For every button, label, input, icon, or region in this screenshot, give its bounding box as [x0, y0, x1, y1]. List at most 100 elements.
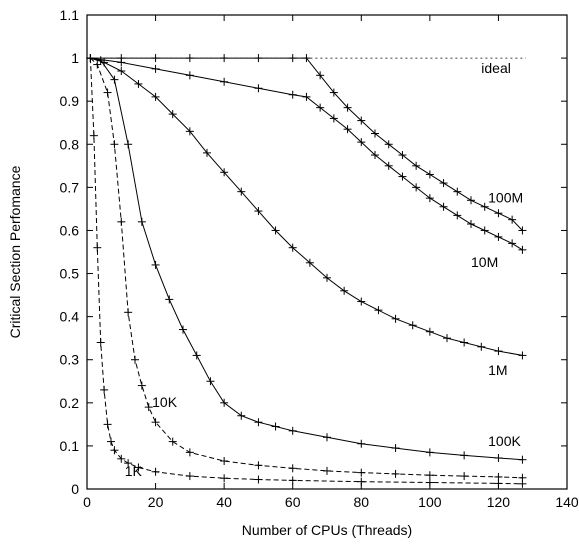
data-point-10m	[185, 71, 194, 80]
x-axis-label: Number of CPUs (Threads)	[242, 522, 412, 538]
y-tick-label: 1	[71, 50, 79, 66]
data-point-10m	[357, 138, 366, 147]
data-point-1k	[110, 446, 119, 455]
data-point-100m	[329, 88, 338, 97]
data-point-100m	[185, 54, 194, 63]
data-point-1k	[117, 454, 126, 463]
data-point-10k	[168, 437, 177, 446]
y-tick-label: 0.8	[60, 136, 80, 152]
series-label-1m: 1M	[488, 362, 507, 378]
data-point-10m	[302, 92, 311, 101]
data-point-100k	[179, 325, 187, 334]
series-line-1k	[89, 58, 523, 485]
data-point-1k	[86, 54, 95, 63]
series-label-1k: 1K	[125, 463, 143, 479]
data-point-10m	[254, 84, 263, 93]
data-point-100m	[412, 161, 421, 170]
data-point-1k	[96, 338, 105, 347]
data-point-1m	[305, 258, 314, 267]
x-tick-label: 140	[555, 494, 579, 510]
data-point-1k	[124, 459, 133, 468]
data-point-1m	[220, 168, 229, 177]
series-layer	[86, 54, 527, 488]
data-point-100m	[371, 129, 379, 138]
data-point-100m	[343, 103, 352, 112]
data-point-100k	[271, 422, 280, 431]
data-point-1m	[185, 127, 194, 136]
data-point-100k	[323, 433, 331, 442]
data-point-1m	[357, 297, 366, 306]
data-point-1k	[254, 475, 263, 484]
data-point-1m	[271, 226, 280, 235]
data-point-10k	[460, 472, 469, 481]
data-point-10k	[110, 140, 119, 149]
data-point-100k	[494, 453, 503, 462]
data-point-10k	[323, 466, 331, 475]
x-tick-label: 20	[148, 494, 164, 510]
data-point-1k	[494, 479, 503, 488]
data-point-1m	[117, 67, 126, 76]
data-point-10m	[117, 58, 126, 67]
data-point-10k	[391, 469, 400, 478]
data-point-1k	[518, 479, 527, 488]
y-tick-label: 0	[71, 481, 79, 497]
data-point-100m	[518, 226, 527, 235]
data-point-100m	[151, 54, 160, 63]
plot-frame	[86, 14, 568, 490]
x-tick-label: 120	[487, 494, 511, 510]
data-point-10k	[220, 456, 229, 465]
data-point-100m	[439, 179, 448, 188]
data-point-10k	[288, 464, 297, 473]
data-point-10m	[439, 202, 448, 211]
data-point-1k	[425, 478, 434, 487]
data-point-10m	[494, 232, 503, 241]
data-point-100m	[425, 170, 434, 179]
data-point-100k	[357, 439, 366, 448]
data-point-1m	[374, 306, 383, 315]
data-point-100m	[316, 71, 325, 80]
y-tick-label: 0.9	[60, 93, 80, 109]
data-point-1m	[408, 321, 417, 330]
data-point-100m	[288, 54, 297, 63]
y-tick-label: 0.4	[60, 309, 80, 325]
axis-ticks: 0 20 40 60 80 100 120 140 0 0.1 0.2 0.3 0.4 0.5 0.6 0.7…	[60, 7, 579, 510]
data-point-10m	[343, 125, 352, 134]
y-tick-label: 0.3	[60, 352, 80, 368]
data-point-10m	[425, 194, 434, 203]
data-point-100k	[206, 377, 215, 386]
data-point-10m	[518, 245, 527, 254]
y-tick-label: 0.5	[60, 266, 80, 282]
data-point-1m	[288, 243, 297, 252]
data-point-1k	[151, 467, 160, 476]
data-point-1m	[134, 79, 143, 88]
data-point-100m	[508, 215, 517, 224]
x-tick-label: 60	[285, 494, 301, 510]
data-point-1k	[357, 477, 366, 486]
data-point-1k	[100, 385, 109, 394]
data-point-1k	[103, 420, 112, 429]
data-point-10k	[137, 381, 146, 390]
data-point-100k	[391, 444, 400, 453]
data-point-10m	[371, 151, 379, 160]
data-point-1m	[518, 351, 527, 360]
data-point-100k	[288, 426, 297, 435]
data-point-1k	[89, 131, 98, 140]
data-point-1m	[151, 92, 160, 101]
data-point-10m	[453, 211, 462, 220]
data-point-1m	[203, 148, 211, 157]
data-point-1m	[460, 338, 469, 347]
data-point-10k	[117, 217, 126, 226]
data-point-1m	[323, 273, 331, 282]
y-tick-label: 0.1	[60, 438, 80, 454]
data-point-1k	[185, 472, 194, 481]
series-labels: ideal 100M 10M 1M 100K 10K 1K	[125, 60, 523, 479]
data-point-10m	[508, 239, 517, 248]
data-point-1m	[391, 314, 400, 323]
data-point-1k	[134, 463, 143, 472]
data-point-100k	[165, 295, 174, 304]
data-point-100k	[425, 448, 434, 457]
data-point-10k	[93, 60, 102, 69]
data-point-10m	[480, 226, 489, 235]
data-point-100m	[384, 140, 393, 149]
data-point-10k	[425, 471, 434, 480]
